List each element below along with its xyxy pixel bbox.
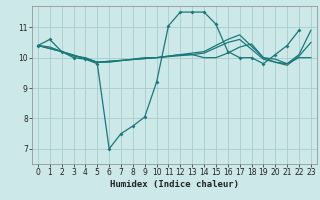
X-axis label: Humidex (Indice chaleur): Humidex (Indice chaleur) xyxy=(110,180,239,189)
